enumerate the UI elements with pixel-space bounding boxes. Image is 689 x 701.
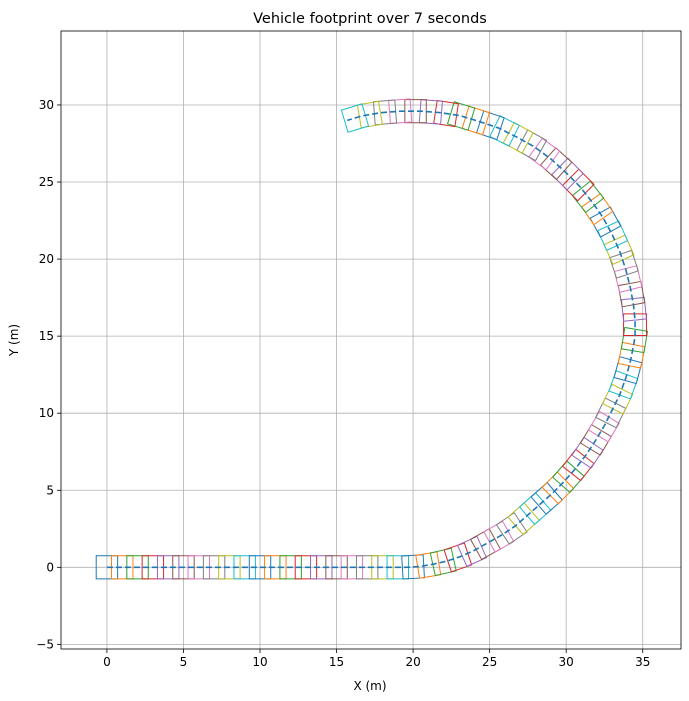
y-tick-label: 20 [39,252,54,266]
x-tick-label: 20 [405,655,420,669]
footprint-rect [483,520,515,553]
footprint-rect [340,103,370,133]
footprint-rect [495,512,528,545]
footprint-rect [597,220,629,251]
x-tick-label: 5 [180,655,188,669]
grid [61,31,681,649]
footprint-rect [623,313,648,336]
y-tick-label: 0 [46,560,54,574]
x-tick-label: 25 [482,655,497,669]
plot-frame [60,30,682,650]
trajectory-line [106,110,636,569]
x-tick-label: 15 [329,655,344,669]
chart-title: Vehicle footprint over 7 seconds [253,11,487,27]
footprint-rect [401,554,425,580]
footprint-rect [456,535,488,568]
footprint-rect [443,542,473,573]
x-tick-label: 35 [635,655,650,669]
x-tick-label: 10 [252,655,267,669]
footprint-rect [620,326,649,354]
footprint-rect [372,99,398,126]
y-axis: −5 0 5 10 15 20 25 30 [36,98,61,651]
y-tick-label: 10 [39,406,54,420]
path-layer [106,110,636,569]
y-tick-label: 5 [46,483,54,497]
plot-background [61,31,681,649]
footprints [95,98,649,580]
x-tick-label: 0 [103,655,111,669]
footprint-rect [429,547,457,577]
footprint-rect [356,100,383,129]
footprint-rect [587,410,620,443]
y-tick-label: 25 [39,175,54,189]
footprint-rect [489,115,520,147]
x-tick-label: 30 [559,655,574,669]
x-axis: 0 5 10 15 20 25 30 35 [103,649,650,669]
footprint-rect [446,101,476,131]
y-tick-label: 30 [39,98,54,112]
footprint-rect [601,383,634,415]
y-axis-label: Y (m) [7,324,21,357]
footprint-rect [589,206,622,238]
x-axis-label: X (m) [353,679,386,693]
y-tick-label: 15 [39,329,54,343]
y-tick-label: −5 [36,637,54,651]
footprint-rect [620,296,647,322]
